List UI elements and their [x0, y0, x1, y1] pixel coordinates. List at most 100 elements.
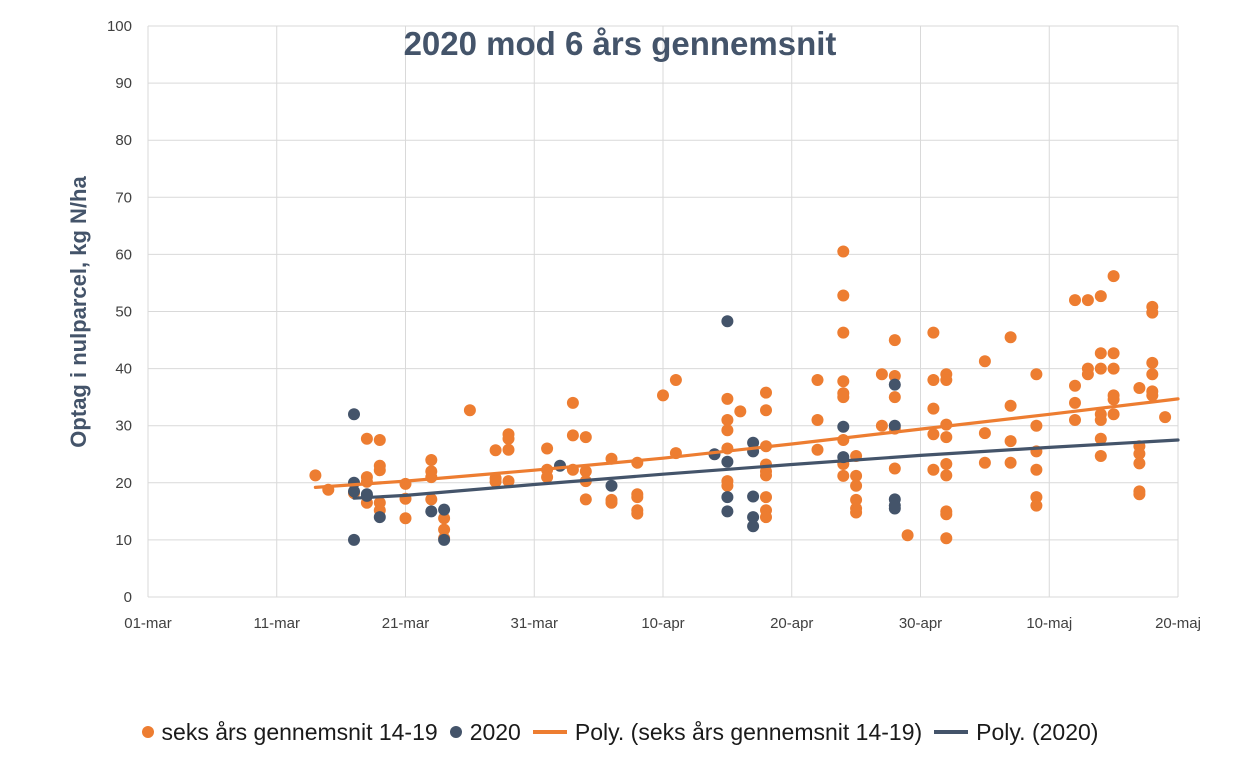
point-avg [579, 493, 592, 506]
point-2020 [747, 436, 760, 449]
legend-marker-poly-2020 [934, 730, 969, 734]
point-avg [1069, 396, 1081, 409]
point-avg [1094, 432, 1107, 445]
point-avg [399, 512, 412, 525]
point-2020 [721, 505, 734, 518]
point-avg [489, 475, 502, 488]
legend-marker-2020 [449, 726, 462, 738]
point-avg [1094, 362, 1107, 375]
y-tick-label: 60 [115, 246, 132, 263]
y-tick-label: 90 [115, 75, 132, 92]
legend-item-poly-2020: Poly. (2020) [934, 719, 1098, 746]
point-2020 [747, 490, 760, 503]
point-avg [875, 419, 888, 432]
point-avg [541, 442, 554, 455]
point-2020 [438, 503, 451, 516]
point-avg [888, 334, 901, 347]
point-avg [631, 507, 644, 520]
point-avg [734, 405, 747, 418]
point-avg [373, 434, 386, 446]
point-2020 [888, 378, 901, 391]
point-avg [1133, 457, 1146, 470]
point-avg [1030, 419, 1043, 432]
point-avg [1146, 389, 1159, 402]
point-avg [940, 374, 953, 386]
point-avg [1107, 393, 1120, 406]
point-avg [760, 386, 772, 399]
point-avg [1004, 399, 1017, 412]
point-avg [850, 469, 863, 482]
x-tick-label: 01-mar [124, 615, 172, 632]
point-avg [1107, 270, 1120, 283]
point-avg [1094, 450, 1107, 462]
x-tick-labels: 01-mar 11-mar 21-mar 31-mar 10-apr 20-apr 30-a… [124, 615, 1201, 632]
point-avg [888, 370, 901, 382]
x-tick-label: 10-maj [1026, 615, 1072, 632]
gridlines [147, 25, 1179, 598]
point-avg [1030, 463, 1043, 476]
x-tick-label: 20-maj [1155, 615, 1201, 632]
point-avg [837, 245, 850, 258]
point-2020 [438, 533, 451, 546]
legend-label-poly-avg: Poly. (seks års gennemsnit 14-19) [574, 718, 923, 745]
y-tick-label: 0 [124, 589, 132, 606]
point-avg [463, 404, 476, 417]
point-avg [978, 355, 991, 368]
point-avg [1094, 414, 1107, 426]
trendline-2020 [352, 438, 1180, 500]
legend-marker-avg [141, 726, 154, 738]
point-avg [1069, 414, 1081, 426]
point-2020 [721, 315, 734, 328]
point-avg [721, 479, 734, 492]
x-tick-label: 21-mar [382, 615, 430, 632]
point-2020 [747, 520, 760, 533]
y-tick-label: 30 [115, 418, 132, 435]
legend-item-2020: 2020 [449, 719, 521, 746]
y-tick-label: 40 [115, 361, 132, 378]
point-2020 [888, 419, 901, 432]
point-avg [837, 289, 850, 302]
point-avg [901, 529, 914, 542]
point-avg [888, 462, 901, 475]
point-avg [940, 469, 953, 482]
legend-label-avg: seks års gennemsnit 14-19 [161, 718, 438, 745]
point-avg [360, 432, 373, 445]
point-avg [1146, 368, 1159, 381]
point-avg [927, 402, 940, 415]
point-avg [978, 456, 991, 469]
point-avg [489, 444, 502, 457]
point-avg [1069, 379, 1081, 392]
legend-item-avg: seks års gennemsnit 14-19 [141, 718, 438, 746]
x-tick-label: 11-mar [254, 615, 300, 632]
point-avg [837, 375, 850, 388]
y-tick-label: 10 [115, 532, 132, 549]
point-2020 [554, 459, 566, 472]
y-tick-label: 50 [115, 304, 132, 321]
point-avg [1094, 290, 1107, 303]
y-tick-label: 20 [115, 475, 132, 492]
point-avg [811, 443, 824, 456]
y-tick-label: 100 [107, 18, 132, 35]
y-tick-label: 70 [115, 189, 132, 206]
point-avg [1094, 347, 1107, 360]
y-axis-label: Optag i nulparcel, kg N/ha [66, 176, 91, 448]
x-tick-label: 31-mar [510, 615, 558, 632]
point-avg [605, 496, 618, 509]
point-avg [875, 368, 888, 381]
point-avg [579, 465, 592, 478]
data-points [309, 245, 1172, 546]
x-tick-label: 20-apr [770, 615, 813, 632]
point-avg [541, 471, 554, 484]
x-tick-label: 10-apr [641, 615, 684, 632]
point-2020 [425, 505, 438, 518]
point-2020 [373, 511, 386, 524]
point-avg [1146, 356, 1159, 369]
point-avg [721, 424, 734, 437]
point-avg [438, 523, 451, 536]
point-2020 [605, 479, 618, 492]
point-avg [940, 458, 953, 470]
point-avg [837, 326, 850, 339]
point-avg [502, 432, 515, 445]
point-avg [940, 508, 953, 521]
